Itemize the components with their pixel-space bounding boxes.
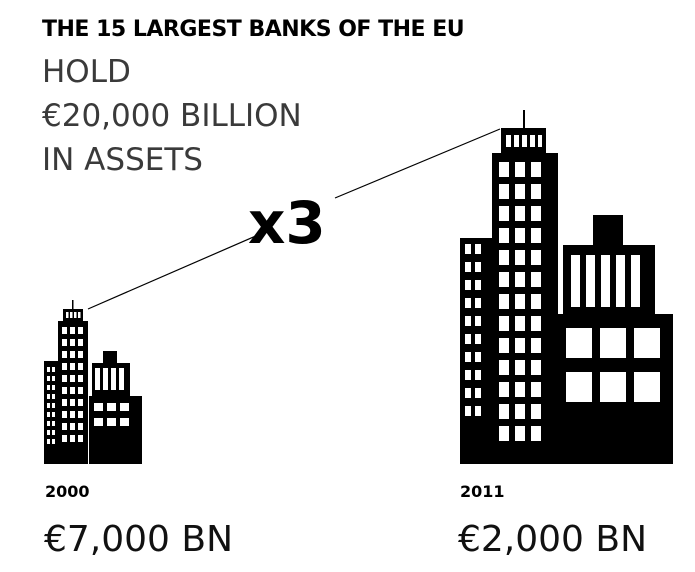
assets-amount-2000: €7,000 BN [44,519,234,560]
subheadline-line-2: €20,000 BILLION [42,98,302,134]
headline: THE 15 LARGEST BANKS OF THE EU [42,17,465,42]
subheadline-line-3: IN ASSETS [42,142,203,178]
growth-multiplier: x3 [248,189,326,257]
year-label-2011: 2011 [460,482,505,501]
growth-connector-line [87,234,259,310]
subheadline-line-1: HOLD [42,54,131,90]
year-label-2000: 2000 [45,482,90,501]
growth-connector-line [334,128,501,199]
skyline-2011-icon [460,110,673,464]
assets-amount-2011: €2,000 BN [458,519,648,560]
skyline-2000-icon [44,300,142,464]
